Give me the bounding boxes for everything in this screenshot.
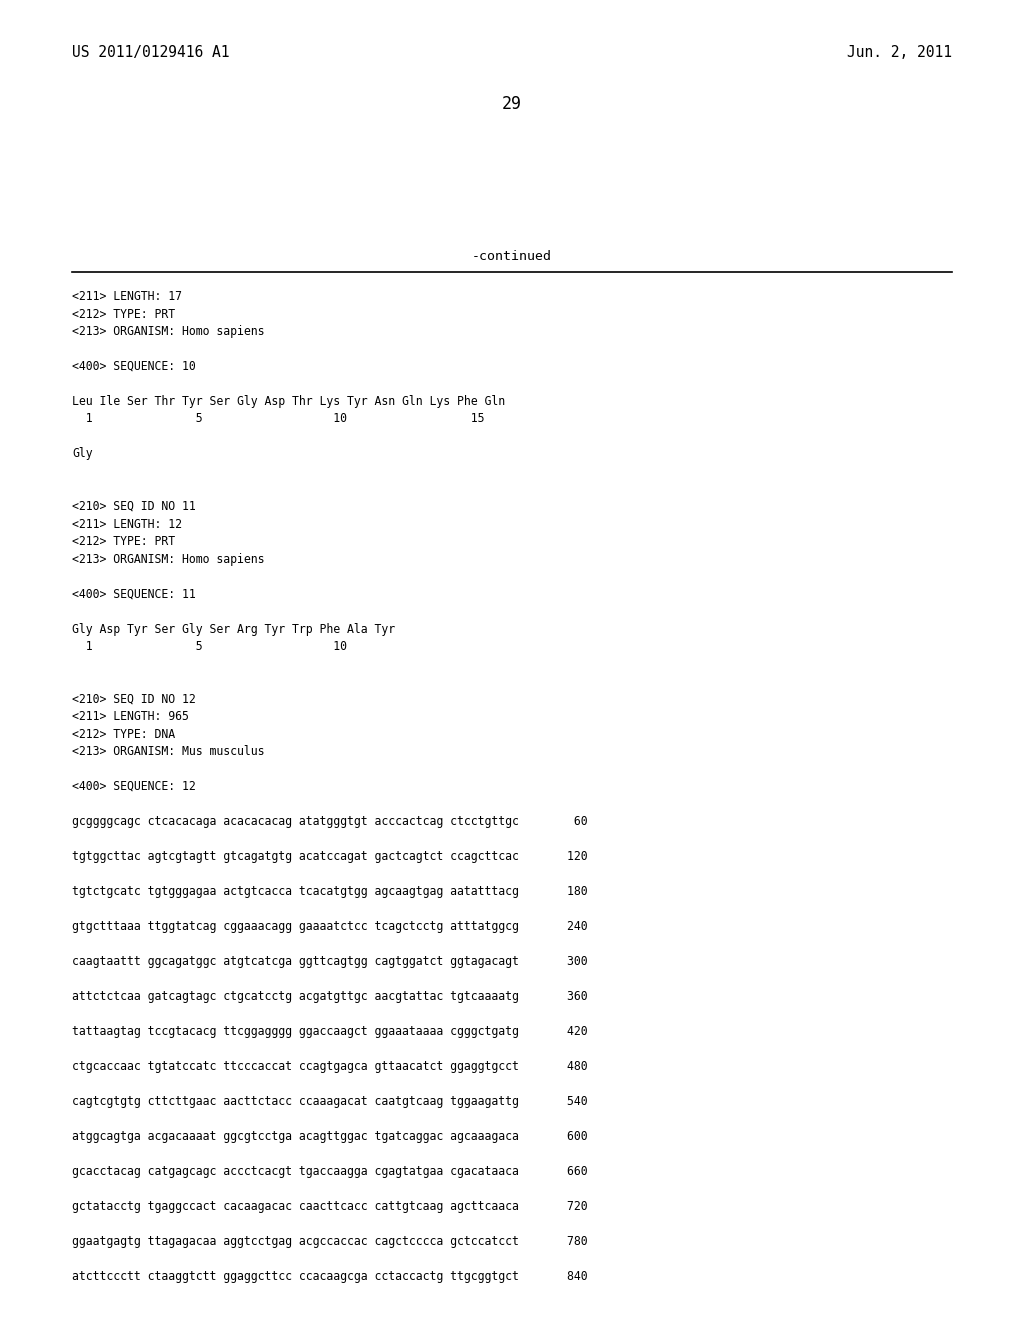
Text: <213> ORGANISM: Homo sapiens: <213> ORGANISM: Homo sapiens <box>72 325 264 338</box>
Text: tattaagtag tccgtacacg ttcggagggg ggaccaagct ggaaataaaa cgggctgatg       420: tattaagtag tccgtacacg ttcggagggg ggaccaa… <box>72 1026 588 1038</box>
Text: <400> SEQUENCE: 10: <400> SEQUENCE: 10 <box>72 360 196 374</box>
Text: gtgctttaaa ttggtatcag cggaaacagg gaaaatctcc tcagctcctg atttatggcg       240: gtgctttaaa ttggtatcag cggaaacagg gaaaatc… <box>72 920 588 933</box>
Text: gctatacctg tgaggccact cacaagacac caacttcacc cattgtcaag agcttcaaca       720: gctatacctg tgaggccact cacaagacac caacttc… <box>72 1200 588 1213</box>
Text: <211> LENGTH: 12: <211> LENGTH: 12 <box>72 517 182 531</box>
Text: tgtctgcatc tgtgggagaa actgtcacca tcacatgtgg agcaagtgag aatatttacg       180: tgtctgcatc tgtgggagaa actgtcacca tcacatg… <box>72 884 588 898</box>
Text: gcggggcagc ctcacacaga acacacacag atatgggtgt acccactcag ctcctgttgc        60: gcggggcagc ctcacacaga acacacacag atatggg… <box>72 814 588 828</box>
Text: atcttccctt ctaaggtctt ggaggcttcc ccacaagcga cctaccactg ttgcggtgct       840: atcttccctt ctaaggtctt ggaggcttcc ccacaag… <box>72 1270 588 1283</box>
Text: <213> ORGANISM: Homo sapiens: <213> ORGANISM: Homo sapiens <box>72 553 264 565</box>
Text: <211> LENGTH: 965: <211> LENGTH: 965 <box>72 710 188 723</box>
Text: ggaatgagtg ttagagacaa aggtcctgag acgccaccac cagctcccca gctccatcct       780: ggaatgagtg ttagagacaa aggtcctgag acgccac… <box>72 1236 588 1247</box>
Text: 1               5                   10                  15: 1 5 10 15 <box>72 412 484 425</box>
Text: -continued: -continued <box>472 249 552 263</box>
Text: cagtcgtgtg cttcttgaac aacttctacc ccaaagacat caatgtcaag tggaagattg       540: cagtcgtgtg cttcttgaac aacttctacc ccaaaga… <box>72 1096 588 1107</box>
Text: caagtaattt ggcagatggc atgtcatcga ggttcagtgg cagtggatct ggtagacagt       300: caagtaattt ggcagatggc atgtcatcga ggttcag… <box>72 954 588 968</box>
Text: <212> TYPE: DNA: <212> TYPE: DNA <box>72 727 175 741</box>
Text: 29: 29 <box>502 95 522 114</box>
Text: Jun. 2, 2011: Jun. 2, 2011 <box>847 45 952 59</box>
Text: <212> TYPE: PRT: <212> TYPE: PRT <box>72 308 175 321</box>
Text: <210> SEQ ID NO 11: <210> SEQ ID NO 11 <box>72 500 196 513</box>
Text: <400> SEQUENCE: 11: <400> SEQUENCE: 11 <box>72 587 196 601</box>
Text: gcacctacag catgagcagc accctcacgt tgaccaagga cgagtatgaa cgacataaca       660: gcacctacag catgagcagc accctcacgt tgaccaa… <box>72 1166 588 1177</box>
Text: <400> SEQUENCE: 12: <400> SEQUENCE: 12 <box>72 780 196 793</box>
Text: attctctcaa gatcagtagc ctgcatcctg acgatgttgc aacgtattac tgtcaaaatg       360: attctctcaa gatcagtagc ctgcatcctg acgatgt… <box>72 990 588 1003</box>
Text: Gly: Gly <box>72 447 92 461</box>
Text: Gly Asp Tyr Ser Gly Ser Arg Tyr Trp Phe Ala Tyr: Gly Asp Tyr Ser Gly Ser Arg Tyr Trp Phe … <box>72 623 395 635</box>
Text: <213> ORGANISM: Mus musculus: <213> ORGANISM: Mus musculus <box>72 744 264 758</box>
Text: atggcagtga acgacaaaat ggcgtcctga acagttggac tgatcaggac agcaaagaca       600: atggcagtga acgacaaaat ggcgtcctga acagttg… <box>72 1130 588 1143</box>
Text: <211> LENGTH: 17: <211> LENGTH: 17 <box>72 290 182 304</box>
Text: US 2011/0129416 A1: US 2011/0129416 A1 <box>72 45 229 59</box>
Text: <212> TYPE: PRT: <212> TYPE: PRT <box>72 535 175 548</box>
Text: 1               5                   10: 1 5 10 <box>72 640 347 653</box>
Text: tgtggcttac agtcgtagtt gtcagatgtg acatccagat gactcagtct ccagcttcac       120: tgtggcttac agtcgtagtt gtcagatgtg acatcca… <box>72 850 588 863</box>
Text: Leu Ile Ser Thr Tyr Ser Gly Asp Thr Lys Tyr Asn Gln Lys Phe Gln: Leu Ile Ser Thr Tyr Ser Gly Asp Thr Lys … <box>72 395 505 408</box>
Text: <210> SEQ ID NO 12: <210> SEQ ID NO 12 <box>72 693 196 705</box>
Text: ctgcaccaac tgtatccatc ttcccaccat ccagtgagca gttaacatct ggaggtgcct       480: ctgcaccaac tgtatccatc ttcccaccat ccagtga… <box>72 1060 588 1073</box>
